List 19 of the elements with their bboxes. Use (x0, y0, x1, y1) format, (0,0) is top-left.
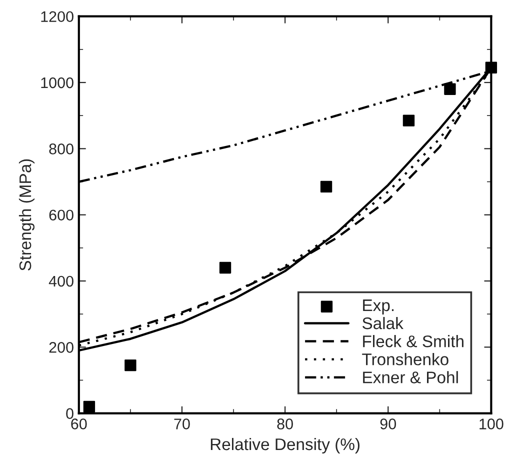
y-tick-label: 800 (49, 144, 74, 154)
y-tick-label: 400 (48, 276, 74, 287)
legend-label: Salak (362, 316, 404, 330)
y-tick-label: 0 (66, 408, 74, 419)
x-tick-label: 80 (277, 418, 293, 430)
x-tick-label: 70 (174, 418, 190, 430)
x-axis-title: Relative Density (%) (210, 438, 360, 454)
legend-label: Tronshenko (362, 353, 448, 366)
legend-label: Exp. (363, 300, 394, 314)
y-tick-label: 200 (49, 342, 74, 353)
x-tick-label: 60 (71, 418, 87, 430)
x-tick-label: 100 (480, 418, 504, 430)
legend-label: Fleck & Smith (363, 335, 464, 348)
x-tick-label: 90 (380, 418, 396, 430)
y-tick-label: 600 (49, 210, 74, 221)
y-tick-label: 1000 (41, 77, 74, 88)
legend-label: Exner & Pohl (363, 371, 458, 384)
y-axis-title: Strength (MPa) (18, 159, 34, 271)
y-tick-label: 1200 (41, 11, 74, 22)
